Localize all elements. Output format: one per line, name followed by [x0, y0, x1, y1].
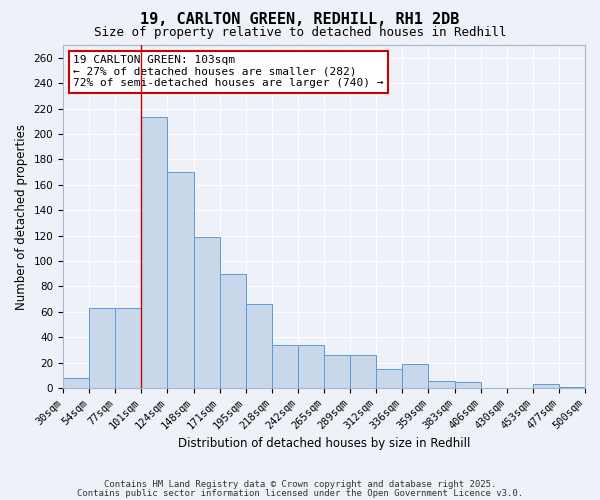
Text: 19 CARLTON GREEN: 103sqm
← 27% of detached houses are smaller (282)
72% of semi-: 19 CARLTON GREEN: 103sqm ← 27% of detach… [73, 56, 384, 88]
Bar [559, 387, 585, 388]
Bar [455, 382, 481, 388]
X-axis label: Distribution of detached houses by size in Redhill: Distribution of detached houses by size … [178, 437, 470, 450]
Bar [167, 172, 194, 388]
Y-axis label: Number of detached properties: Number of detached properties [15, 124, 28, 310]
Bar [89, 308, 115, 388]
Bar [63, 378, 89, 388]
Bar [428, 380, 455, 388]
Bar [142, 118, 167, 388]
Bar [403, 364, 428, 388]
Bar [350, 355, 376, 388]
Bar [376, 369, 403, 388]
Bar [298, 345, 324, 388]
Text: Size of property relative to detached houses in Redhill: Size of property relative to detached ho… [94, 26, 506, 39]
Bar [272, 345, 298, 388]
Bar [533, 384, 559, 388]
Bar [324, 355, 350, 388]
Bar [246, 304, 272, 388]
Text: Contains HM Land Registry data © Crown copyright and database right 2025.: Contains HM Land Registry data © Crown c… [104, 480, 496, 489]
Bar [115, 308, 142, 388]
Bar [220, 274, 246, 388]
Text: Contains public sector information licensed under the Open Government Licence v3: Contains public sector information licen… [77, 489, 523, 498]
Bar [194, 237, 220, 388]
Text: 19, CARLTON GREEN, REDHILL, RH1 2DB: 19, CARLTON GREEN, REDHILL, RH1 2DB [140, 12, 460, 28]
